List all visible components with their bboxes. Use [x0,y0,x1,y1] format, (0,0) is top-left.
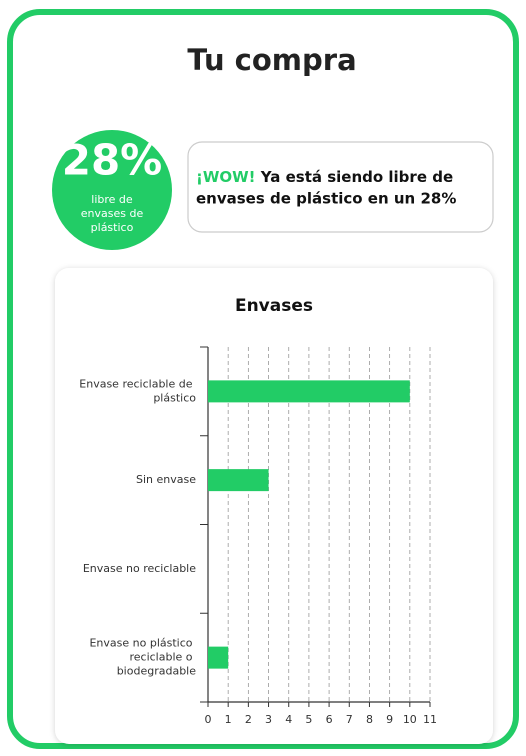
chart-title: Envases [235,296,313,316]
x-tick-label: 3 [265,713,272,726]
highlight: ¡WOW! [196,168,256,186]
x-tick-label: 2 [245,713,252,726]
bar [208,469,269,492]
message-text: Ya está siendo libre de [260,168,453,186]
message-box [187,141,494,233]
x-tick-label: 9 [386,713,393,726]
y-tick-label: Envase reciclable de plástico [79,377,196,404]
x-tick-label: 4 [285,713,292,726]
bar [208,646,229,669]
badge-value: 28% [62,136,163,185]
x-tick-label: 10 [403,713,417,726]
badge [52,130,172,250]
message-line: ¡WOW! Ya está siendo libre de [196,168,453,186]
badge-text: envases de [81,207,144,220]
y-tick-label: Envase no plástico reciclable o biodegra… [89,637,196,678]
plot: 0 1 2 3 4 5 6 7 8 9 10 11 Envase reciclable de plást… [79,346,437,726]
y-tick-label: Sin envase [136,473,196,486]
y-tick-label: Envase no reciclable [83,562,196,575]
badge-text: plástico [91,221,134,234]
x-tick-label: 0 [205,713,212,726]
x-tick-label: 6 [326,713,333,726]
x-tick-label: 5 [305,713,312,726]
page-title: Tu compra [187,43,356,77]
x-tick-label: 7 [346,713,353,726]
badge-text: libre de [91,193,133,206]
x-tick-label: 8 [366,713,373,726]
bar [208,380,410,403]
x-tick-label: 11 [423,713,437,726]
message-line: envases de plástico en un 28% [196,190,456,208]
x-tick-label: 1 [225,713,232,726]
